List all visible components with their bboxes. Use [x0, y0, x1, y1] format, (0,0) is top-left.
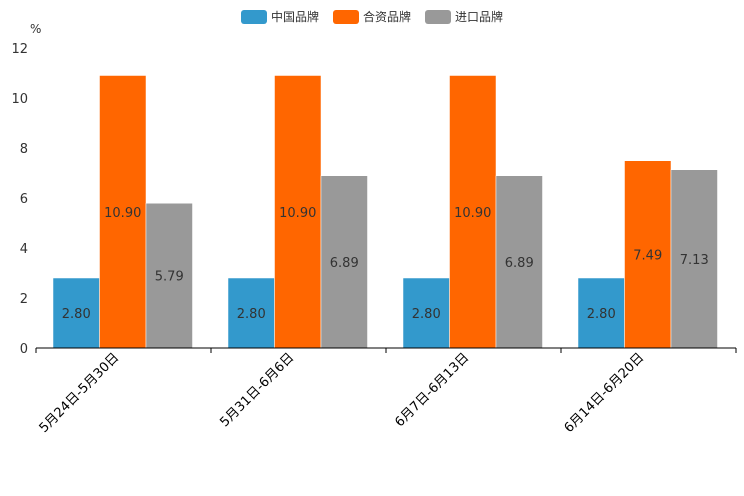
legend-item-imported-brand[interactable]: 进口品牌 [425, 8, 503, 25]
x-tick-label: 5月31日-6月6日 [217, 350, 297, 430]
data-label: 7.13 [680, 253, 709, 268]
y-tick-label: 2 [20, 292, 28, 307]
x-tick-label: 6月14日-6月20日 [562, 350, 648, 436]
data-label: 2.80 [62, 307, 91, 322]
legend-item-china-brand[interactable]: 中国品牌 [240, 8, 319, 25]
x-tick-label: 6月7日-6月13日 [392, 350, 472, 430]
data-label: 10.90 [104, 206, 141, 221]
data-label: 6.89 [505, 256, 534, 271]
bar [624, 160, 672, 349]
data-label: 2.80 [412, 307, 441, 322]
y-tick-label: 6 [20, 192, 28, 207]
data-label: 10.90 [279, 206, 316, 221]
y-axis-unit: % [30, 22, 42, 36]
bar [577, 277, 625, 349]
y-tick-label: 10 [11, 92, 28, 107]
y-tick-label: 8 [20, 142, 28, 157]
bar [274, 75, 322, 349]
legend-swatch-china-brand [240, 9, 267, 24]
y-tick-label: 4 [20, 242, 28, 257]
bar [495, 175, 543, 349]
legend-label-joint-venture-brand: 合资品牌 [362, 10, 411, 24]
data-label: 7.49 [633, 248, 662, 263]
bar [320, 175, 368, 349]
data-label: 10.90 [454, 206, 491, 221]
bar [99, 75, 147, 349]
data-label: 6.89 [330, 256, 359, 271]
y-tick-label: 0 [20, 342, 28, 357]
y-tick-label: 12 [11, 42, 28, 57]
chart-legend: 中国品牌 合资品牌 进口品牌 [0, 8, 744, 25]
bar [402, 277, 450, 349]
data-label: 2.80 [587, 307, 616, 322]
bar [145, 203, 193, 349]
x-tick-label: 5月24日-5月30日 [37, 350, 123, 436]
legend-swatch-imported-brand [425, 9, 451, 24]
data-label: 2.80 [237, 307, 266, 322]
legend-swatch-joint-venture-brand [332, 9, 359, 24]
legend-item-joint-venture-brand[interactable]: 合资品牌 [332, 8, 411, 25]
bar [670, 169, 718, 349]
legend-label-china-brand: 中国品牌 [270, 10, 319, 24]
data-label: 5.79 [155, 270, 184, 285]
bar [227, 277, 275, 349]
legend-label-imported-brand: 进口品牌 [455, 10, 504, 24]
